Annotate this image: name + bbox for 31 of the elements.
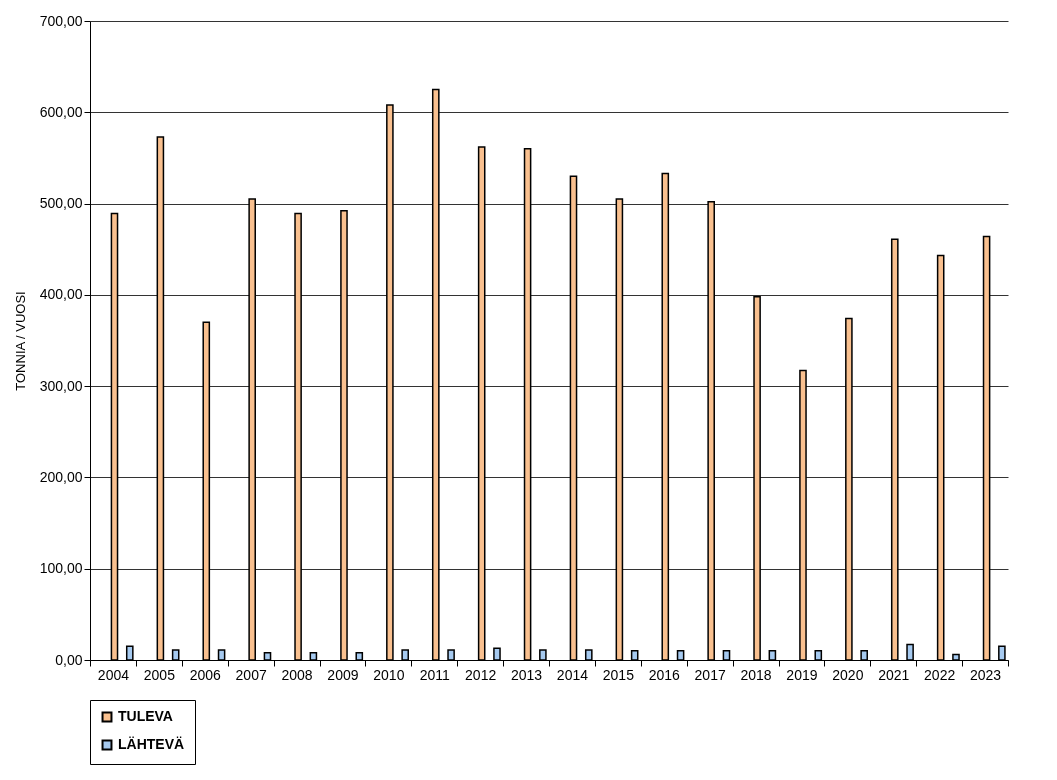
x-tick-label: 2019 xyxy=(786,666,818,683)
x-tick-label: 2017 xyxy=(694,666,726,683)
y-axis-title: TONNIA / VUOSI xyxy=(12,291,28,391)
y-tick-label: 500,00 xyxy=(39,195,83,212)
x-tick-label: 2010 xyxy=(373,666,405,683)
y-tick-label: 0,00 xyxy=(55,651,83,668)
x-tick-label: 2018 xyxy=(740,666,772,683)
x-tick-label: 2009 xyxy=(327,666,359,683)
y-tick-label: 100,00 xyxy=(39,560,83,577)
x-tick-label: 2013 xyxy=(510,666,543,683)
x-tick-label: 2011 xyxy=(419,666,451,683)
x-tick-label: 2022 xyxy=(924,666,956,683)
x-tick-label: 2006 xyxy=(189,666,222,683)
x-tick-label: 2004 xyxy=(97,666,130,683)
x-tick-label: 2014 xyxy=(556,666,589,683)
legend-label: LÄHTEVÄ xyxy=(118,736,185,752)
y-tick-label: 700,00 xyxy=(39,12,83,29)
x-tick-label: 2016 xyxy=(648,666,681,683)
legend-label: TULEVA xyxy=(118,708,173,724)
y-tick-label: 400,00 xyxy=(39,286,83,303)
y-tick-label: 600,00 xyxy=(39,103,83,120)
x-tick-label: 2015 xyxy=(602,666,635,683)
x-tick-label: 2005 xyxy=(143,666,176,683)
y-tick-label: 300,00 xyxy=(39,377,83,394)
x-tick-label: 2023 xyxy=(969,666,1002,683)
y-tick-label: 200,00 xyxy=(39,468,83,485)
x-tick-label: 2021 xyxy=(878,666,910,683)
x-tick-label: 2008 xyxy=(281,666,313,683)
x-tick-label: 2012 xyxy=(465,666,497,683)
x-tick-label: 2020 xyxy=(832,666,864,683)
x-tick-label: 2007 xyxy=(235,666,267,683)
